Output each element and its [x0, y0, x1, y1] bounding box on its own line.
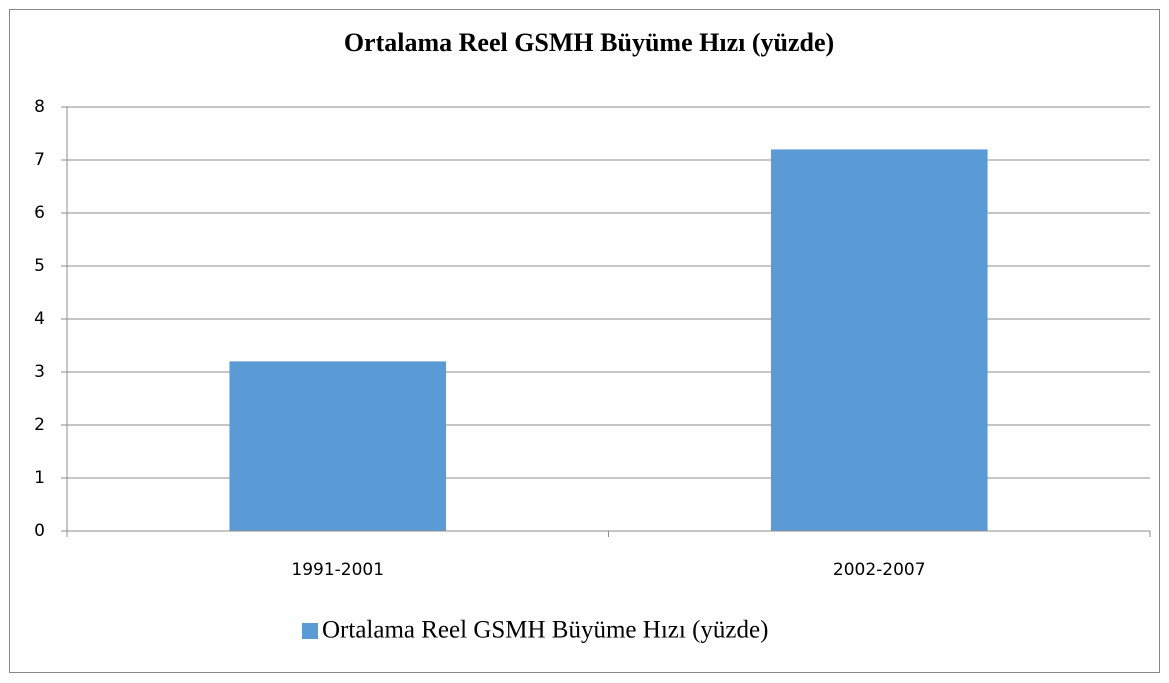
y-tick-label: 7	[34, 150, 45, 170]
x-tick-label: 2002-2007	[833, 560, 926, 580]
y-tick-label: 0	[34, 521, 45, 541]
bar	[229, 361, 447, 531]
x-tick-label: 1991-2001	[291, 560, 384, 580]
y-tick-label: 5	[34, 256, 45, 276]
bar	[770, 149, 988, 531]
y-tick-label: 6	[34, 203, 45, 223]
y-tick-label: 2	[34, 415, 45, 435]
y-tick-label: 3	[34, 362, 45, 382]
legend-label: Ortalama Reel GSMH Büyüme Hızı (yüzde)	[322, 617, 768, 644]
y-tick-label: 4	[34, 309, 45, 329]
y-tick-label: 1	[34, 468, 45, 488]
y-tick-label: 8	[34, 97, 45, 117]
chart-title: Ortalama Reel GSMH Büyüme Hızı (yüzde)	[344, 28, 834, 57]
legend-swatch	[302, 623, 318, 639]
